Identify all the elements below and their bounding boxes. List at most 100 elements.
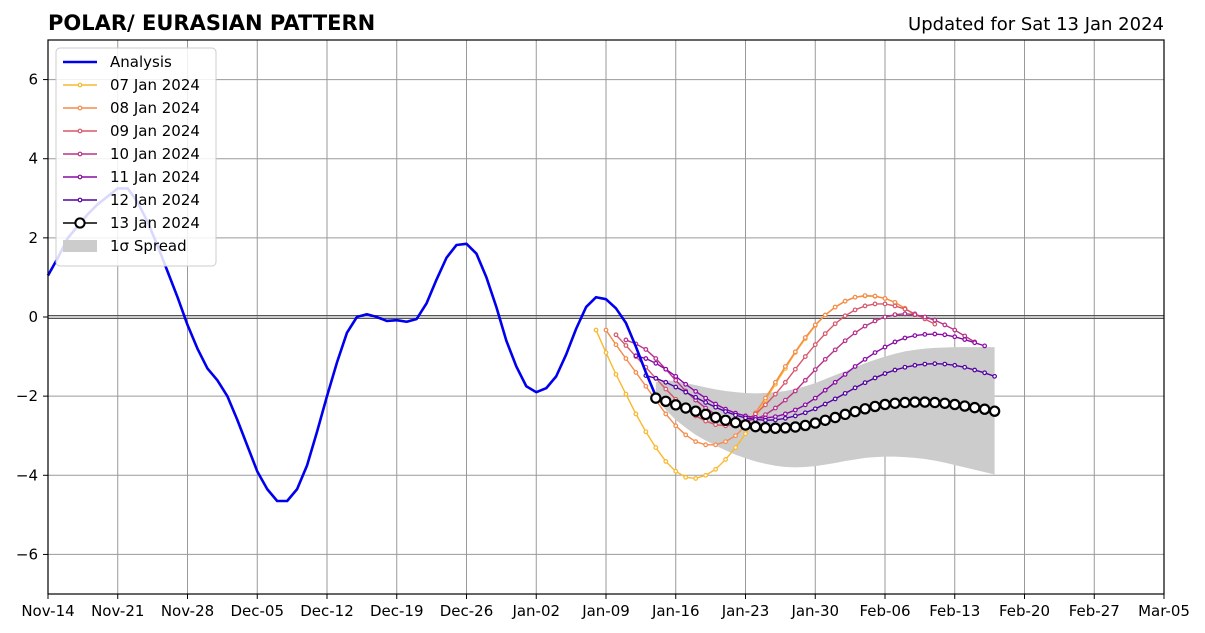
forecast-point	[912, 362, 918, 368]
forecast-point	[613, 371, 619, 377]
forecast-point	[772, 417, 778, 423]
forecast-point	[663, 459, 669, 464]
forecast-point	[763, 417, 768, 423]
forecast-point	[683, 389, 689, 395]
forecast-point	[653, 445, 659, 450]
forecast-point	[802, 377, 808, 383]
legend-label: 10 Jan 2024	[110, 145, 200, 163]
forecast-point	[832, 396, 838, 402]
legend-label: 08 Jan 2024	[110, 99, 200, 117]
forecast-point	[663, 386, 669, 392]
current-point	[839, 408, 851, 421]
legend-label: 13 Jan 2024	[110, 214, 200, 232]
forecast-point	[643, 383, 649, 389]
forecast-point	[992, 373, 998, 379]
forecast-point	[693, 439, 699, 445]
forecast-point	[932, 317, 938, 323]
legend-item: 12 Jan 2024	[63, 191, 200, 209]
forecast-point	[643, 356, 649, 361]
forecast-point	[673, 468, 679, 474]
current-point	[949, 398, 961, 411]
forecast-point	[673, 384, 679, 390]
x-tick-label: Jan-16	[651, 602, 700, 620]
forecast-point	[812, 367, 818, 373]
x-tick-label: Jan-23	[721, 602, 770, 620]
legend-label: 12 Jan 2024	[110, 191, 200, 209]
forecast-point	[892, 367, 898, 373]
legend-label: 07 Jan 2024	[110, 76, 200, 94]
forecast-point	[782, 397, 788, 403]
forecast-point	[882, 296, 888, 301]
forecast-point	[852, 330, 858, 336]
x-tick-label: Feb-20	[999, 602, 1050, 620]
forecast-point	[782, 379, 788, 385]
legend-item: 1σ Spread	[63, 237, 187, 255]
forecast-point	[683, 381, 689, 387]
forecast-point	[633, 411, 639, 417]
forecast-point	[802, 354, 808, 359]
x-tick-label: Jan-02	[511, 602, 560, 620]
current-point	[889, 397, 901, 409]
forecast-point	[673, 377, 679, 383]
forecast-point	[763, 402, 768, 408]
x-tick-label: Feb-06	[859, 602, 910, 620]
forecast-point	[902, 335, 908, 341]
legend-item: 07 Jan 2024	[63, 76, 200, 94]
forecast-point	[982, 370, 988, 376]
forecast-point	[792, 407, 798, 413]
forecast-point	[772, 391, 778, 397]
legend-box	[55, 47, 217, 267]
axes: Nov-14 Nov-21 Nov-28 Dec-05 Dec-12 Dec-19 Dec-…	[16, 39, 1190, 620]
forecast-point	[623, 391, 629, 397]
current-point	[899, 396, 911, 409]
forecast-point	[603, 327, 609, 333]
current-point	[829, 411, 841, 424]
current-point	[819, 414, 831, 426]
legend-item: 09 Jan 2024	[63, 122, 200, 140]
forecast-point	[663, 411, 669, 417]
forecast-point	[723, 409, 728, 414]
forecast-point	[812, 342, 818, 348]
y-tick-label: −6	[16, 545, 38, 563]
x-tick-label: Jan-30	[790, 602, 839, 620]
forecast-point	[832, 347, 838, 353]
forecast-point	[673, 423, 679, 429]
legend-item: 08 Jan 2024	[63, 99, 200, 117]
current-point	[709, 411, 722, 424]
forecast-point	[723, 439, 728, 445]
forecast-point	[872, 301, 878, 307]
forecast-point	[703, 395, 709, 401]
forecast-point	[922, 314, 928, 320]
forecast-point	[802, 335, 808, 340]
forecast-point	[932, 361, 938, 367]
forecast-point	[703, 442, 709, 448]
forecast-point	[842, 338, 848, 344]
legend-item: 11 Jan 2024	[63, 168, 200, 186]
y-tick-label: −2	[16, 387, 38, 405]
forecast-point	[623, 356, 629, 361]
forecast-point	[713, 442, 719, 448]
forecast-point	[852, 385, 858, 391]
forecast-point	[822, 312, 828, 318]
forecast-point	[633, 370, 639, 375]
current-point	[939, 397, 951, 409]
forecast-point	[952, 334, 958, 340]
forecast-point	[822, 356, 828, 362]
legend-label: Analysis	[110, 53, 172, 71]
forecast-point	[862, 380, 868, 386]
chart-title: POLAR/ EURASIAN PATTERN	[48, 11, 375, 35]
legend-label: 1σ Spread	[110, 237, 187, 255]
current-point	[719, 414, 732, 426]
current-point	[680, 402, 692, 414]
forecast-point	[713, 404, 719, 410]
legend-item: 10 Jan 2024	[63, 145, 200, 163]
current-point	[650, 392, 662, 404]
forecast-point	[952, 327, 958, 333]
forecast-point	[743, 431, 748, 437]
legend-label: 11 Jan 2024	[110, 168, 200, 186]
forecast-point	[892, 312, 898, 318]
forecast-point	[942, 322, 948, 328]
forecast-point	[693, 476, 699, 481]
y-tick-label: 0	[28, 308, 38, 326]
current-point	[929, 396, 941, 409]
